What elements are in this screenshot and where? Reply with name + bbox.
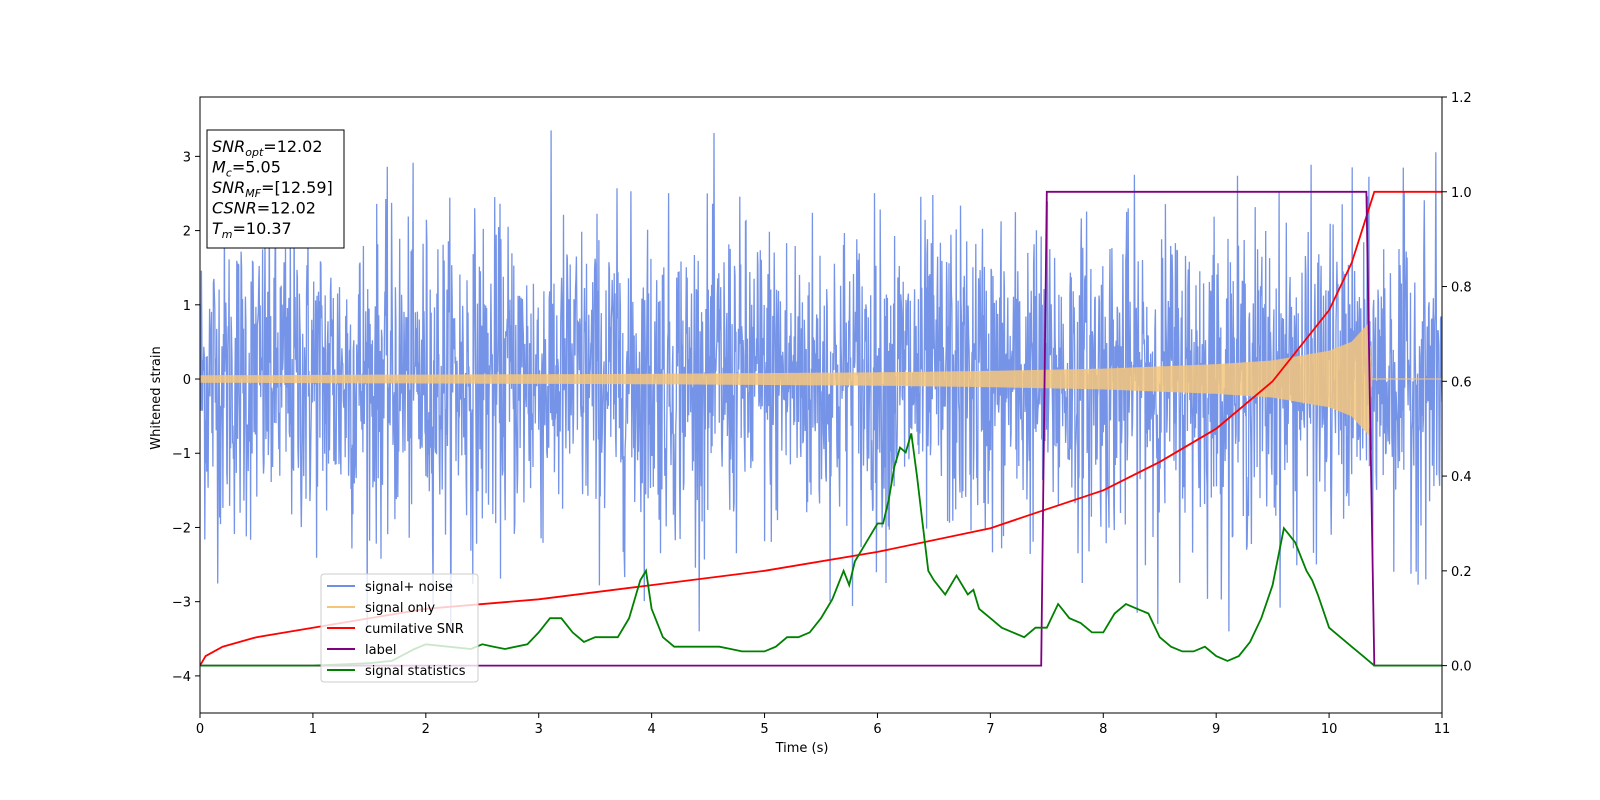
info-line-symbol: SNR	[212, 137, 245, 156]
x-tick-label: 10	[1321, 722, 1338, 737]
y-left-tick-label: −2	[172, 521, 191, 536]
series-cumulative-snr-line	[200, 190, 1442, 667]
info-line: CSNR=12.02	[212, 199, 316, 218]
info-line: SNRMF=[12.59]	[212, 178, 333, 200]
y-right-tick-label: 0.4	[1451, 470, 1472, 485]
legend-label: label	[365, 643, 396, 658]
y-left-tick-label: 0	[183, 373, 191, 388]
series-signal-statistics-line	[200, 433, 1442, 667]
legend-label: cumilative SNR	[365, 622, 464, 637]
legend-label: signal+ noise	[365, 580, 453, 595]
series-signal-only-line	[200, 323, 1442, 435]
x-tick-label: 5	[760, 722, 768, 737]
axes-layer: 0 1 2 3 4 5 6 7 8 9 10 113210−1−2−3−41.21.00.80.60.…	[172, 91, 1472, 737]
x-tick-label: 6	[873, 722, 881, 737]
y-left-tick-label: −4	[172, 670, 191, 685]
info-line-value: =12.02	[263, 137, 322, 156]
info-line: Tm=10.37	[212, 219, 292, 241]
legend-label: signal only	[365, 601, 435, 616]
plot-layer	[200, 130, 1442, 667]
x-tick-label: 0	[196, 722, 204, 737]
info-line-subscript: MF	[245, 187, 261, 200]
info-line: Mc=5.05	[212, 158, 281, 180]
y-left-tick-label: −1	[172, 447, 191, 462]
x-tick-label: 4	[647, 722, 655, 737]
plot-frame	[199, 96, 1443, 714]
info-box-frame	[206, 129, 345, 249]
x-tick-label: 8	[1099, 722, 1107, 737]
y-right-tick-label: 1.0	[1451, 186, 1472, 201]
x-tick-label: 9	[1212, 722, 1220, 737]
info-line-value: =5.05	[232, 158, 281, 177]
info-line: SNRopt=12.02	[212, 137, 323, 159]
info-line-symbol: M	[212, 158, 226, 177]
y-right-tick-label: 0.8	[1451, 281, 1472, 296]
x-tick-label: 2	[422, 722, 430, 737]
y-left-tick-label: 2	[183, 225, 191, 240]
legend: signal+ noise signal only cumilative SNR la…	[320, 573, 479, 683]
info-line-value: =[12.59]	[261, 178, 333, 197]
info-line-symbol: SNR	[212, 178, 245, 197]
y-right-tick-label: 0.0	[1451, 660, 1472, 675]
info-line-subscript: opt	[245, 146, 264, 159]
x-tick-label: 7	[986, 722, 994, 737]
series-signal-noise-line	[200, 130, 1442, 632]
x-tick-label: 11	[1434, 722, 1451, 737]
info-line-symbol: CSNR	[212, 199, 257, 218]
x-tick-label: 1	[309, 722, 317, 737]
legend-label: signal statistics	[365, 664, 466, 679]
info-line-value: =10.37	[233, 219, 292, 238]
legend-frame	[320, 573, 479, 683]
y-right-tick-label: 1.2	[1451, 91, 1472, 106]
y-left-tick-label: −3	[172, 596, 191, 611]
info-line-subscript: m	[222, 228, 233, 241]
y-left-tick-label: 1	[183, 299, 191, 314]
info-line-value: =12.02	[257, 199, 316, 218]
y-right-tick-label: 0.2	[1451, 565, 1472, 580]
info-line-symbol: T	[212, 219, 223, 238]
x-axis-title: Time (s)	[775, 741, 829, 756]
y-left-tick-label: 3	[183, 150, 191, 165]
y-right-tick-label: 0.6	[1451, 375, 1472, 390]
info-box: SNRopt=12.02Mc=5.05SNRMF=[12.59]CSNR=12.…	[206, 129, 345, 249]
info-line-subscript: c	[226, 167, 232, 180]
x-tick-label: 3	[535, 722, 543, 737]
y-axis-title-left: Whitened strain	[149, 346, 164, 449]
